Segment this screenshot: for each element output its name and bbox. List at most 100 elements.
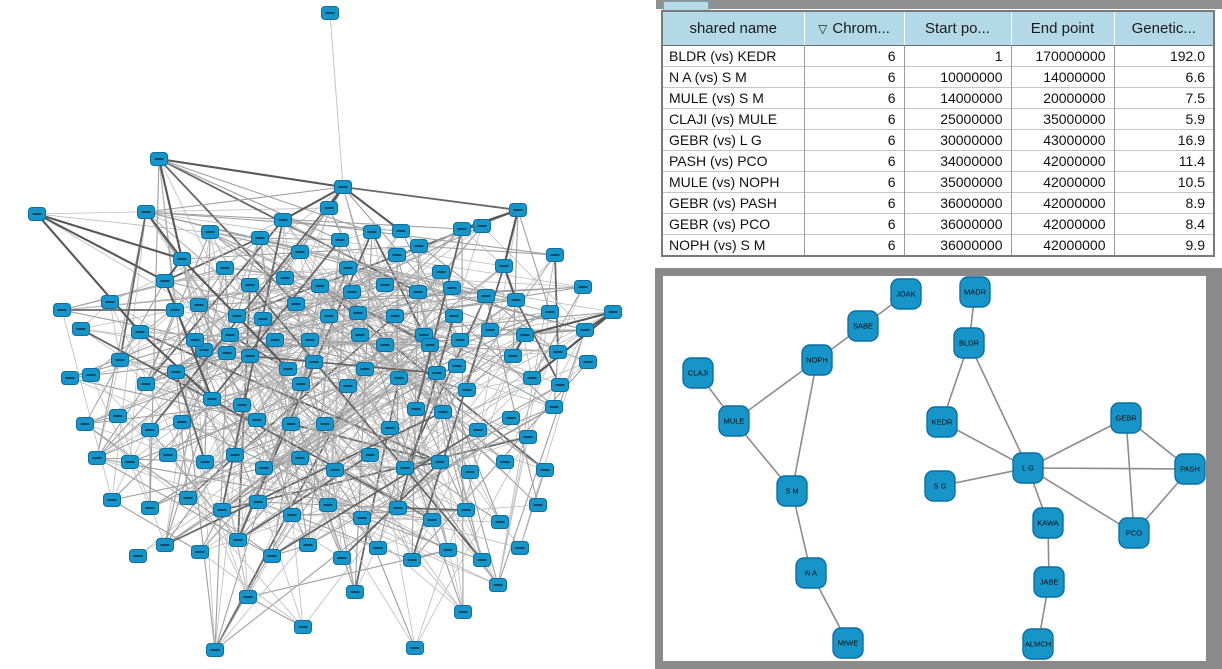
table-cell-shared[interactable]: MULE (vs) NOPH bbox=[662, 171, 804, 193]
table-row[interactable]: PASH (vs) PCO 6 34000000 42000000 11.4 bbox=[662, 150, 1214, 172]
network-node[interactable] bbox=[389, 501, 407, 515]
network-node[interactable] bbox=[186, 333, 204, 347]
network-node[interactable] bbox=[409, 285, 427, 299]
table-cell-shared[interactable]: GEBR (vs) L G bbox=[662, 129, 804, 151]
network-node[interactable] bbox=[381, 421, 399, 435]
network-node[interactable] bbox=[305, 355, 323, 369]
network-node[interactable] bbox=[423, 513, 441, 527]
network-node[interactable] bbox=[511, 541, 529, 555]
network-node[interactable] bbox=[283, 508, 301, 522]
node-shape[interactable] bbox=[832, 627, 864, 659]
column-header-start-position[interactable]: Start po... bbox=[903, 11, 1011, 46]
node-shape[interactable] bbox=[1033, 566, 1065, 598]
subnetwork-node-SM[interactable]: S M bbox=[776, 475, 808, 507]
network-node[interactable] bbox=[249, 495, 267, 509]
table-cell-chrom[interactable]: 6 bbox=[803, 171, 904, 193]
network-node[interactable] bbox=[228, 309, 246, 323]
network-node[interactable] bbox=[439, 543, 457, 557]
network-node[interactable] bbox=[346, 585, 364, 599]
table-cell-start[interactable]: 30000000 bbox=[903, 129, 1011, 151]
table-cell-genetic[interactable]: 11.4 bbox=[1113, 150, 1214, 172]
network-node[interactable] bbox=[282, 417, 300, 431]
subnetwork-node-NOPH[interactable]: NOPH bbox=[801, 344, 833, 376]
table-cell-shared[interactable]: BLDR (vs) KEDR bbox=[662, 45, 804, 67]
table-cell-genetic[interactable]: 9.9 bbox=[1113, 234, 1214, 256]
subnetwork-node-BLDR[interactable]: BLDR bbox=[953, 327, 985, 359]
network-node[interactable] bbox=[287, 297, 305, 311]
column-header-chromosome[interactable]: ▽ Chrom... bbox=[803, 11, 904, 46]
network-node[interactable] bbox=[150, 152, 168, 166]
network-node[interactable] bbox=[576, 323, 594, 337]
network-node[interactable] bbox=[291, 451, 309, 465]
network-node[interactable] bbox=[221, 328, 239, 342]
network-node[interactable] bbox=[179, 491, 197, 505]
table-cell-end[interactable]: 43000000 bbox=[1010, 129, 1114, 151]
network-node[interactable] bbox=[53, 303, 71, 317]
network-node[interactable] bbox=[294, 620, 312, 634]
table-cell-start[interactable]: 25000000 bbox=[903, 108, 1011, 130]
network-node[interactable] bbox=[255, 461, 273, 475]
node-shape[interactable] bbox=[1022, 628, 1054, 660]
network-node[interactable] bbox=[443, 281, 461, 295]
network-node[interactable] bbox=[326, 463, 344, 477]
network-node[interactable] bbox=[216, 261, 234, 275]
network-node[interactable] bbox=[173, 415, 191, 429]
node-shape[interactable] bbox=[847, 310, 879, 342]
table-cell-end[interactable]: 35000000 bbox=[1010, 108, 1114, 130]
network-node[interactable] bbox=[545, 400, 563, 414]
network-node[interactable] bbox=[229, 533, 247, 547]
table-cell-genetic[interactable]: 8.9 bbox=[1113, 192, 1214, 214]
network-node[interactable] bbox=[461, 465, 479, 479]
network-node[interactable] bbox=[349, 306, 367, 320]
network-node[interactable] bbox=[190, 298, 208, 312]
network-node[interactable] bbox=[516, 328, 534, 342]
table-row[interactable]: GEBR (vs) PASH 6 36000000 42000000 8.9 bbox=[662, 192, 1214, 214]
network-node[interactable] bbox=[103, 493, 121, 507]
table-cell-shared[interactable]: PASH (vs) PCO bbox=[662, 150, 804, 172]
network-node[interactable] bbox=[421, 338, 439, 352]
network-node[interactable] bbox=[529, 498, 547, 512]
table-cell-chrom[interactable]: 6 bbox=[803, 66, 904, 88]
network-node[interactable] bbox=[72, 322, 90, 336]
subnetwork-node-PCO[interactable]: PCO bbox=[1118, 517, 1150, 549]
subnetwork-node-NA[interactable]: N A bbox=[795, 557, 827, 589]
network-node[interactable] bbox=[226, 448, 244, 462]
subnetwork-node-SABE[interactable]: SABE bbox=[847, 310, 879, 342]
network-node[interactable] bbox=[551, 378, 569, 392]
network-node[interactable] bbox=[301, 333, 319, 347]
network-node[interactable] bbox=[502, 411, 520, 425]
table-cell-chrom[interactable]: 6 bbox=[803, 45, 904, 67]
subnetwork-node-MIWE[interactable]: MIWE bbox=[832, 627, 864, 659]
network-node[interactable] bbox=[363, 225, 381, 239]
table-cell-end[interactable]: 42000000 bbox=[1010, 150, 1114, 172]
network-node[interactable] bbox=[213, 503, 231, 517]
subnetwork-node-GEBR[interactable]: GEBR bbox=[1110, 402, 1142, 434]
subnetwork-node-JABE[interactable]: JABE bbox=[1033, 566, 1065, 598]
table-cell-genetic[interactable]: 8.4 bbox=[1113, 213, 1214, 235]
network-node[interactable] bbox=[428, 366, 446, 380]
node-shape[interactable] bbox=[1032, 507, 1064, 539]
table-row[interactable]: MULE (vs) S M 6 14000000 20000000 7.5 bbox=[662, 87, 1214, 109]
network-node[interactable] bbox=[203, 392, 221, 406]
table-cell-chrom[interactable]: 6 bbox=[803, 213, 904, 235]
table-row[interactable]: BLDR (vs) KEDR 6 1 170000000 192.0 bbox=[662, 45, 1214, 67]
network-node[interactable] bbox=[448, 359, 466, 373]
node-shape[interactable] bbox=[776, 475, 808, 507]
table-cell-end[interactable]: 42000000 bbox=[1010, 234, 1114, 256]
network-node[interactable] bbox=[432, 265, 450, 279]
network-node[interactable] bbox=[574, 280, 592, 294]
table-cell-chrom[interactable]: 6 bbox=[803, 150, 904, 172]
node-shape[interactable] bbox=[890, 278, 922, 310]
network-node[interactable] bbox=[376, 338, 394, 352]
network-node[interactable] bbox=[88, 451, 106, 465]
network-node[interactable] bbox=[431, 455, 449, 469]
node-shape[interactable] bbox=[801, 344, 833, 376]
network-node[interactable] bbox=[410, 239, 428, 253]
table-cell-chrom[interactable]: 6 bbox=[803, 108, 904, 130]
table-cell-end[interactable]: 42000000 bbox=[1010, 171, 1114, 193]
network-node[interactable] bbox=[141, 423, 159, 437]
subnetwork-node-JOAK[interactable]: JOAK bbox=[890, 278, 922, 310]
node-shape[interactable] bbox=[959, 276, 991, 308]
table-cell-start[interactable]: 35000000 bbox=[903, 171, 1011, 193]
network-node[interactable] bbox=[351, 328, 369, 342]
